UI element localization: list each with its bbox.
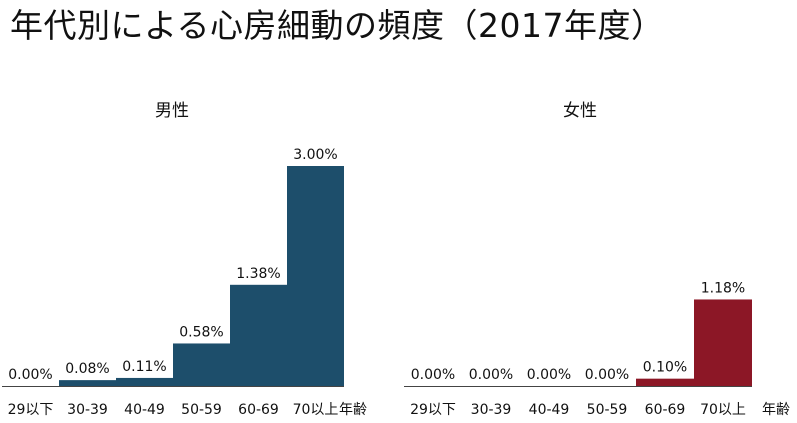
category-label: 30-39 <box>471 402 512 418</box>
data-label: 0.00% <box>469 367 513 383</box>
category-label: 29以下 <box>8 402 54 418</box>
bar-male-5 <box>287 166 344 386</box>
bar-male-2 <box>116 377 173 386</box>
category-label: 70以上 <box>293 402 339 418</box>
chart-panel-female: 女性 0.00% 29以下 0.00% 30-39 0.00% 40-49 0.00% 50-5… <box>404 101 790 418</box>
category-label: 29以下 <box>410 402 456 418</box>
category-label: 60-69 <box>645 402 686 418</box>
data-label: 0.00% <box>527 367 571 383</box>
bar-female-5 <box>694 299 752 386</box>
data-label: 0.58% <box>179 324 223 340</box>
bar-male-1 <box>59 380 116 386</box>
category-label: 50-59 <box>181 402 222 418</box>
data-label: 0.00% <box>585 367 629 383</box>
category-label: 60-69 <box>238 402 279 418</box>
category-label: 30-39 <box>67 402 108 418</box>
data-label: 1.18% <box>701 280 745 296</box>
bar-male-3 <box>173 343 230 386</box>
x-axis-label: 年齢 <box>762 402 790 418</box>
data-label: 1.38% <box>236 266 280 282</box>
bar-male-4 <box>230 284 287 386</box>
page-title: 年代別による心房細動の頻度（2017年度） <box>10 6 665 45</box>
category-label: 40-49 <box>124 402 165 418</box>
data-label: 3.00% <box>293 147 337 163</box>
data-label: 0.11% <box>122 359 166 375</box>
chart-panel-male: 男性 0.00% 29以下 0.08% 30-39 0.11% 40-49 0.58% 50-5… <box>2 101 367 418</box>
category-label: 40-49 <box>529 402 570 418</box>
data-label: 0.10% <box>643 360 687 376</box>
category-label: 50-59 <box>587 402 628 418</box>
chart-title: 女性 <box>563 101 597 121</box>
bar-female-4 <box>636 378 694 386</box>
data-label: 0.00% <box>8 367 52 383</box>
data-label: 0.08% <box>65 361 109 377</box>
category-label: 70以上 <box>700 402 746 418</box>
chart-title: 男性 <box>155 101 189 121</box>
data-label: 0.00% <box>411 367 455 383</box>
x-axis-label: 年齢 <box>339 402 367 418</box>
